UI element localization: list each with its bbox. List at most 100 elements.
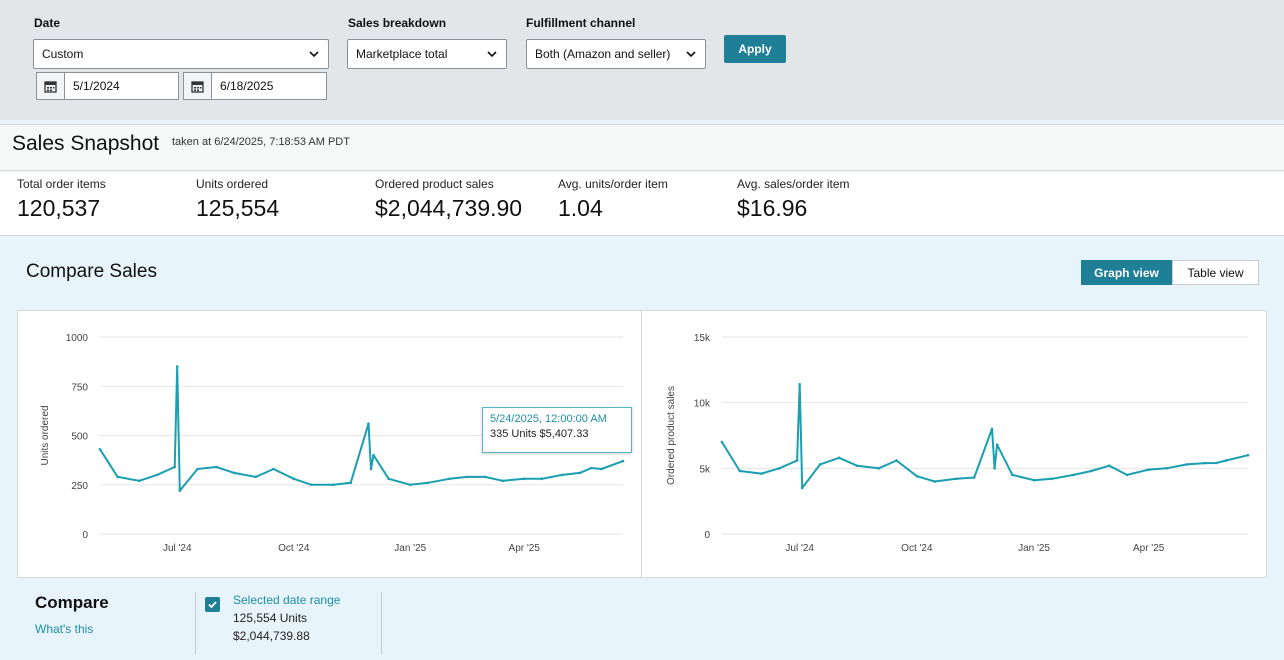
x-tick-label: Apr '25 (509, 543, 541, 554)
date-select[interactable]: Custom (33, 39, 329, 69)
metric-label: Total order items (17, 177, 106, 191)
data-point (387, 477, 391, 481)
metric-value: $2,044,739.90 (375, 195, 523, 221)
tooltip-detail: 335 Units $5,407.33 (490, 428, 589, 440)
start-date-field[interactable]: 5/1/2024 (36, 72, 179, 100)
data-point (272, 467, 275, 471)
data-point (1246, 453, 1250, 457)
data-point (408, 483, 412, 487)
data-point (369, 467, 373, 471)
calendar-icon[interactable] (37, 73, 65, 99)
metric-label: Avg. units/order item (558, 177, 668, 191)
data-point (1032, 478, 1036, 482)
data-point (1072, 473, 1075, 477)
metric-value: 125,554 (196, 195, 280, 221)
data-point (232, 471, 236, 475)
y-tick-label: 15k (694, 333, 711, 344)
data-point (1107, 464, 1111, 468)
sales-breakdown-value: Marketplace total (356, 47, 448, 61)
x-tick-label: Jul '24 (163, 543, 192, 554)
data-point (483, 475, 487, 479)
data-point (465, 475, 469, 479)
data-point (837, 456, 841, 460)
x-tick-label: Oct '24 (901, 543, 933, 554)
apply-button[interactable]: Apply (724, 35, 786, 63)
data-point (116, 475, 120, 479)
data-point (915, 474, 919, 478)
sales-snapshot-header (0, 124, 1284, 171)
data-point (196, 467, 199, 471)
x-tick-label: Oct '24 (278, 543, 310, 554)
y-tick-label: 750 (71, 382, 88, 393)
sales-breakdown-select[interactable]: Marketplace total (347, 39, 507, 69)
metric-avg-sales-order-item: Avg. sales/order item $16.96 (737, 177, 850, 222)
metric-total-order-items: Total order items 120,537 (17, 177, 106, 222)
data-point (254, 475, 258, 479)
whats-this-link[interactable]: What's this (35, 622, 94, 636)
data-point (1011, 473, 1014, 477)
compare-sales-title: Compare Sales (26, 261, 157, 282)
chevron-down-icon (686, 51, 696, 58)
metric-value: 1.04 (558, 195, 603, 221)
fulfillment-channel-label: Fulfillment channel (526, 16, 636, 30)
data-point (895, 459, 898, 462)
data-point (1185, 463, 1189, 466)
date-label: Date (34, 16, 61, 30)
chevron-down-icon (487, 51, 497, 58)
y-axis-label: Ordered product sales (666, 386, 677, 485)
table-view-button[interactable]: Table view (1172, 260, 1259, 285)
metric-value: $16.96 (737, 195, 808, 221)
y-tick-label: 5k (699, 464, 711, 475)
data-point (798, 382, 801, 386)
data-point (175, 365, 179, 368)
fulfillment-channel-select[interactable]: Both (Amazon and seller) (526, 39, 706, 69)
start-date-value: 5/1/2024 (73, 79, 120, 93)
data-point (1214, 461, 1218, 465)
snapshot-metrics (0, 172, 1284, 236)
metric-label: Ordered product sales (375, 177, 494, 191)
sales-chart-panel: 0 5k 10k 15k Jul '24 Oct '24 Jan '25 Apr '25 Ord… (641, 310, 1267, 578)
data-point (215, 465, 218, 469)
fulfillment-channel-value: Both (Amazon and seller) (535, 47, 671, 61)
y-tick-label: 10k (694, 399, 711, 410)
data-point (1203, 461, 1206, 465)
x-tick-label: Jan '25 (1018, 543, 1050, 554)
selected-range-checkbox[interactable] (205, 597, 220, 612)
data-point (540, 477, 544, 481)
series-line (721, 383, 1249, 489)
metric-label: Units ordered (196, 177, 269, 191)
x-tick-label: Jan '25 (394, 543, 426, 554)
y-tick-label: 0 (704, 530, 710, 541)
data-point (795, 459, 799, 462)
data-point (522, 477, 526, 481)
ordered-product-sales-chart: 0 5k 10k 15k Jul '24 Oct '24 Jan '25 Apr '25 Ord… (666, 333, 1250, 554)
data-point (1225, 459, 1228, 462)
data-point (600, 467, 603, 471)
data-point (995, 443, 999, 446)
y-tick-label: 250 (71, 481, 88, 492)
chevron-down-icon (309, 51, 319, 58)
sales-snapshot-title: Sales Snapshot (12, 132, 160, 155)
end-date-field[interactable]: 6/18/2025 (183, 72, 327, 100)
data-point (178, 489, 182, 492)
data-point (98, 447, 102, 451)
data-point (1125, 473, 1129, 477)
sales-breakdown-label: Sales breakdown (348, 16, 447, 30)
data-point (1165, 467, 1168, 470)
data-point (818, 463, 822, 466)
graph-view-button[interactable]: Graph view (1081, 260, 1172, 285)
x-tick-label: Apr '25 (1133, 543, 1165, 554)
data-point (560, 473, 564, 477)
data-point (1147, 468, 1150, 471)
data-point (590, 466, 593, 470)
metric-avg-units-order-item: Avg. units/order item 1.04 (558, 177, 668, 222)
data-point (155, 473, 159, 477)
data-point (137, 479, 141, 483)
metric-ordered-product-sales: Ordered product sales $2,044,739.90 (375, 177, 522, 222)
data-point (933, 480, 936, 483)
data-point (292, 477, 296, 481)
data-point (367, 422, 370, 425)
data-point (720, 440, 724, 444)
data-point (877, 467, 880, 470)
calendar-icon[interactable] (184, 73, 212, 99)
